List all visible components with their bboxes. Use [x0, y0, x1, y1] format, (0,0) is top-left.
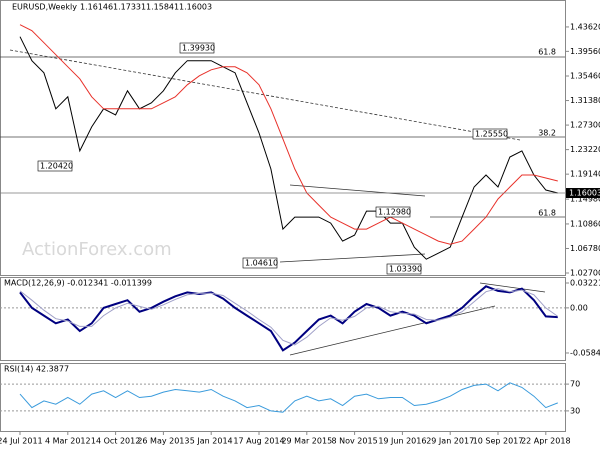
- header-value: 1.16003: [179, 3, 212, 12]
- x-tick-label: 17 Aug 2014: [233, 437, 284, 446]
- y-tick-label: 1.31380: [570, 96, 600, 105]
- annotation: 1.03390: [389, 265, 422, 274]
- last-price-label: 1.16003: [569, 189, 600, 198]
- y-tick-label: 1.43620: [570, 22, 600, 31]
- trend-line: [289, 184, 426, 197]
- x-tick-label: 24 Jul 2011: [0, 437, 43, 446]
- y-tick-label: 1.06780: [570, 244, 600, 253]
- y-tick-label: 1.27300: [570, 121, 600, 130]
- watermark: ActionForex.com: [22, 239, 172, 260]
- x-tick-label: 29 Mar 2015: [281, 437, 332, 446]
- annotation-box: [375, 206, 411, 218]
- trend-line: [289, 305, 496, 356]
- y-tick-label: 1.19140: [570, 170, 600, 179]
- series-line: [19, 285, 558, 352]
- x-tick-label: 14 Oct 2012: [91, 437, 140, 446]
- trend-line: [279, 253, 426, 263]
- y-tick-label: 1.10860: [570, 219, 600, 228]
- y-tick-label: 1.14980: [570, 195, 600, 204]
- x-tick-label: 19 Jun 2016: [378, 437, 426, 446]
- trend-line: [9, 49, 521, 141]
- x-tick-label: 8 Nov 2015: [332, 437, 378, 446]
- annotation: 1.39930: [182, 44, 215, 53]
- fib-label: 38.2: [538, 129, 556, 138]
- price-title: EURUSD,Weekly: [12, 3, 77, 12]
- series-line: [19, 36, 558, 260]
- macd-title: MACD(12,26,9) -0.012341 -0.011399: [4, 279, 152, 288]
- y-tick-label: 1.02700: [570, 269, 600, 278]
- annotation: 1.20420: [40, 162, 73, 171]
- x-tick-label: 4 Mar 2012: [45, 437, 91, 446]
- x-tick-label: 22 Apr 2018: [521, 437, 570, 446]
- y-tick-label: 0.00: [570, 303, 588, 312]
- annotation-box: [179, 42, 215, 54]
- annotation-box: [37, 160, 73, 172]
- y-tick-label: 1.39560: [570, 47, 600, 56]
- header-value: 1.16146: [80, 3, 113, 12]
- annotation-box: [242, 257, 278, 269]
- x-tick-label: 5 Jan 2014: [190, 437, 233, 446]
- annotation-box: [472, 128, 508, 140]
- y-tick-label: -0.058413: [570, 348, 600, 357]
- y-tick-label: 1.23220: [570, 145, 600, 154]
- series-line: [19, 24, 558, 245]
- y-tick-label: 70: [570, 380, 580, 389]
- last-price-box: [566, 188, 600, 199]
- annotation-box: [386, 263, 422, 275]
- rsi-panel: [0, 363, 566, 432]
- series-line: [19, 288, 559, 346]
- annotation: 1.25550: [475, 130, 508, 139]
- annotation: 1.04610: [245, 259, 278, 268]
- y-tick-label: 1.35460: [570, 72, 600, 81]
- price-panel: [0, 0, 566, 276]
- rsi-title: RSI(14) 42.3877: [4, 365, 69, 374]
- trend-line: [479, 282, 546, 293]
- fib-label: 61.8: [538, 209, 556, 218]
- fib-label: 61.8: [538, 48, 556, 57]
- header-value: 1.15841: [146, 3, 179, 12]
- x-tick-label: 26 May 2013: [137, 437, 189, 446]
- macd-panel: [0, 277, 566, 361]
- x-tick-label: 29 Jan 2017: [426, 437, 474, 446]
- y-tick-label: 30: [570, 406, 580, 415]
- header-value: 1.17331: [113, 3, 146, 12]
- series-line: [19, 382, 558, 413]
- header: EURUSD,Weekly: [12, 3, 77, 12]
- x-tick-label: 10 Sep 2017: [473, 437, 524, 446]
- y-tick-label: 0.032215: [570, 279, 600, 288]
- annotation: 1.12980: [378, 208, 411, 217]
